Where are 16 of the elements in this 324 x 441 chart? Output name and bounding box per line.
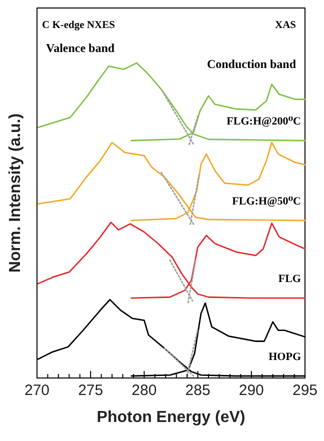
text: XAS — [274, 20, 296, 31]
x-tick-label: 295 — [292, 382, 318, 399]
x-axis-title: Photon Energy (eV) — [96, 409, 246, 426]
x-tick-label: 270 — [24, 382, 50, 399]
text: Valence band — [46, 41, 115, 55]
series-label: FLG:H@200⁰C — [226, 116, 302, 128]
x-tick-label: 275 — [78, 382, 104, 399]
x-tick-label: 290 — [238, 382, 264, 399]
text: C K-edge NXES — [42, 20, 116, 31]
series-label: FLG:H@50⁰C — [232, 195, 302, 208]
text: FLG — [278, 273, 302, 286]
series-label: HOPG — [268, 351, 302, 363]
y-axis-title: Norm. Intensity (a.u.) — [7, 113, 24, 273]
annotation: Conduction band — [206, 57, 296, 71]
x-tick-label: 280 — [132, 382, 157, 399]
x-tick-label: 285 — [185, 382, 210, 399]
